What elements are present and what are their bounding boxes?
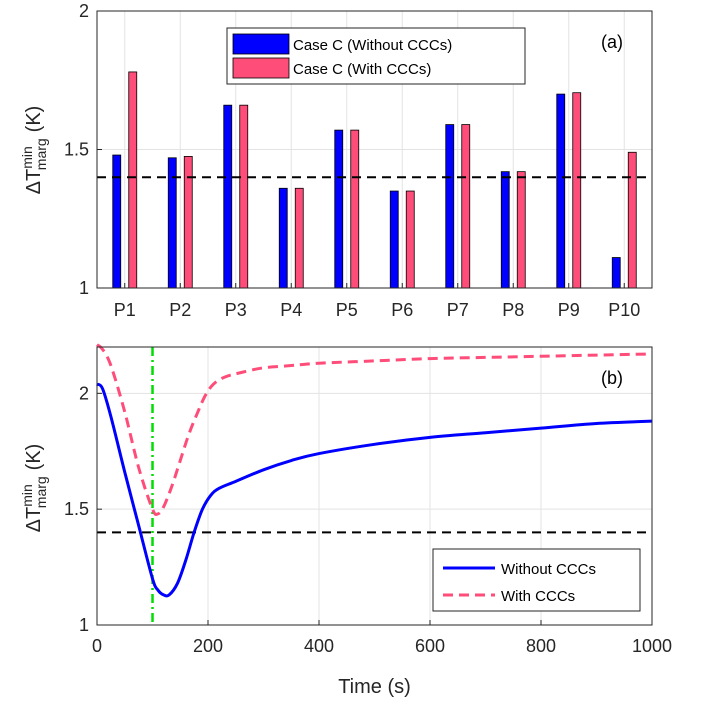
panel-b-ylabel-sup: min: [19, 484, 35, 507]
bar-without-p9: [556, 93, 566, 289]
series-line-without-cccs: [96, 382, 653, 598]
panel-b-ylabel-sub: marg: [33, 476, 49, 508]
panel-a-xtick-label: P5: [336, 300, 358, 320]
bar-without-p10: [611, 257, 621, 289]
bar-without-p7: [445, 124, 455, 289]
bar-without-p8: [500, 171, 510, 289]
bar-with-p2: [183, 156, 193, 289]
panel-a-xtick-label: P3: [225, 300, 247, 320]
panel-a-ylabel-sub: marg: [33, 138, 49, 170]
bar-with-p6: [405, 190, 415, 289]
panel-b-legend-box: [432, 548, 641, 612]
panel-a-legend-label: Case C (With CCCs): [293, 61, 431, 78]
panel-b-legend-label: With CCCs: [501, 588, 575, 605]
bar-without-p3: [223, 104, 233, 289]
panel-b-ytick-label: 1.5: [64, 499, 89, 519]
panel-a-ylabel-main: ΔT: [23, 169, 45, 195]
bar-with-p5: [350, 129, 360, 289]
panel-a-ytick-label: 1: [79, 278, 89, 298]
panel-b-xtick-label: 400: [304, 636, 334, 656]
panel-b-ytick-label: 1: [79, 615, 89, 635]
panel-a-ylabel: ΔTminmarg (K): [19, 106, 49, 195]
panel-a-xtick-label: P7: [447, 300, 469, 320]
panel-a-ylabel-unit: (K): [23, 106, 45, 133]
panel-a-ylabel-sup: min: [19, 146, 35, 169]
panel-a-xtick-label: P9: [558, 300, 580, 320]
panel-b-xtick-label: 800: [526, 636, 556, 656]
bar-without-p5: [334, 129, 344, 289]
panel-b-ylabel: ΔTminmarg (K): [19, 444, 49, 533]
panel-b-xtick-label: 600: [415, 636, 445, 656]
panel-a-legend-label: Case C (Without CCCs): [293, 37, 452, 54]
panel-b-legend-label: Without CCCs: [501, 561, 596, 578]
panel-a-ylabel-text: ΔTminmarg (K): [19, 106, 49, 195]
panel-b-xlabel: Time (s): [338, 676, 411, 698]
panel-b-xtick-label: 0: [92, 636, 102, 656]
series-line-with-cccs: [96, 343, 653, 517]
bar-with-p10: [627, 151, 637, 289]
bar-without-p4: [278, 187, 288, 289]
bar-with-p1: [128, 71, 138, 289]
bar-with-p4: [294, 187, 304, 289]
panel-a-ytick-label: 1.5: [64, 140, 89, 160]
panel-a-legend-swatch: [232, 33, 290, 55]
panel-a-xtick-label: P8: [502, 300, 524, 320]
bar-with-p8: [516, 171, 526, 289]
panel-a-legend-swatch: [232, 57, 290, 79]
panel-a-ytick-label: 2: [79, 1, 89, 21]
panel-b-axes-box: [96, 346, 653, 626]
panel-b-xtick-label: 1000: [632, 636, 672, 656]
bar-with-p9: [572, 92, 582, 289]
panel-b-ytick-label: 2: [79, 383, 89, 403]
bar-without-p1: [112, 154, 122, 289]
panel-a-xtick-label: P4: [280, 300, 302, 320]
panel-b-ylabel-main: ΔT: [23, 507, 45, 533]
panel-a-xtick-label: P6: [391, 300, 413, 320]
panel-b-ylabel-text: ΔTminmarg (K): [19, 444, 49, 533]
panel-b-label: (b): [601, 368, 623, 388]
bar-with-p3: [239, 104, 249, 289]
panel-a-xtick-label: P1: [114, 300, 136, 320]
panel-a-xtick-label: P2: [169, 300, 191, 320]
panel-b-xtick-label: 200: [193, 636, 223, 656]
panel-b-ylabel-unit: (K): [23, 444, 45, 471]
panel-a-label: (a): [601, 32, 623, 52]
bar-with-p7: [461, 124, 471, 289]
panel-a-xtick-label: P10: [608, 300, 640, 320]
bar-without-p6: [389, 190, 399, 289]
